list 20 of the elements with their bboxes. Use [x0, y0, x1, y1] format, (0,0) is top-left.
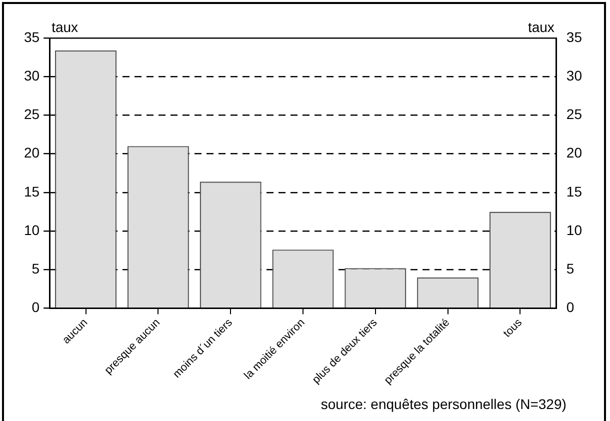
- x-tick-label: tous: [501, 316, 525, 340]
- y-tick-label: 25: [24, 106, 40, 122]
- y2-tick-label: 15: [566, 183, 582, 200]
- y-tick-label: 35: [24, 28, 40, 45]
- y2-tick-label: 20: [566, 144, 582, 161]
- y2-tick-label: 5: [566, 260, 574, 277]
- y-axis-title: taux: [52, 18, 78, 35]
- y2-tick-label: 30: [566, 67, 582, 84]
- y2-tick-label: 0: [566, 299, 574, 316]
- y2-tick-label: 10: [566, 222, 582, 238]
- y2-tick-label: 25: [566, 106, 582, 122]
- y2-tick-label: 35: [566, 28, 582, 45]
- y-tick-label: 0: [32, 299, 40, 316]
- y2-axis-title: taux: [528, 18, 554, 35]
- source-note: source: enquêtes personnelles (N=329): [320, 396, 566, 412]
- y-tick-label: 20: [24, 144, 40, 161]
- y-tick-label: 10: [24, 222, 40, 238]
- y-tick-label: 30: [24, 67, 40, 84]
- y-tick-label: 15: [24, 183, 40, 200]
- y-tick-label: 5: [32, 260, 40, 277]
